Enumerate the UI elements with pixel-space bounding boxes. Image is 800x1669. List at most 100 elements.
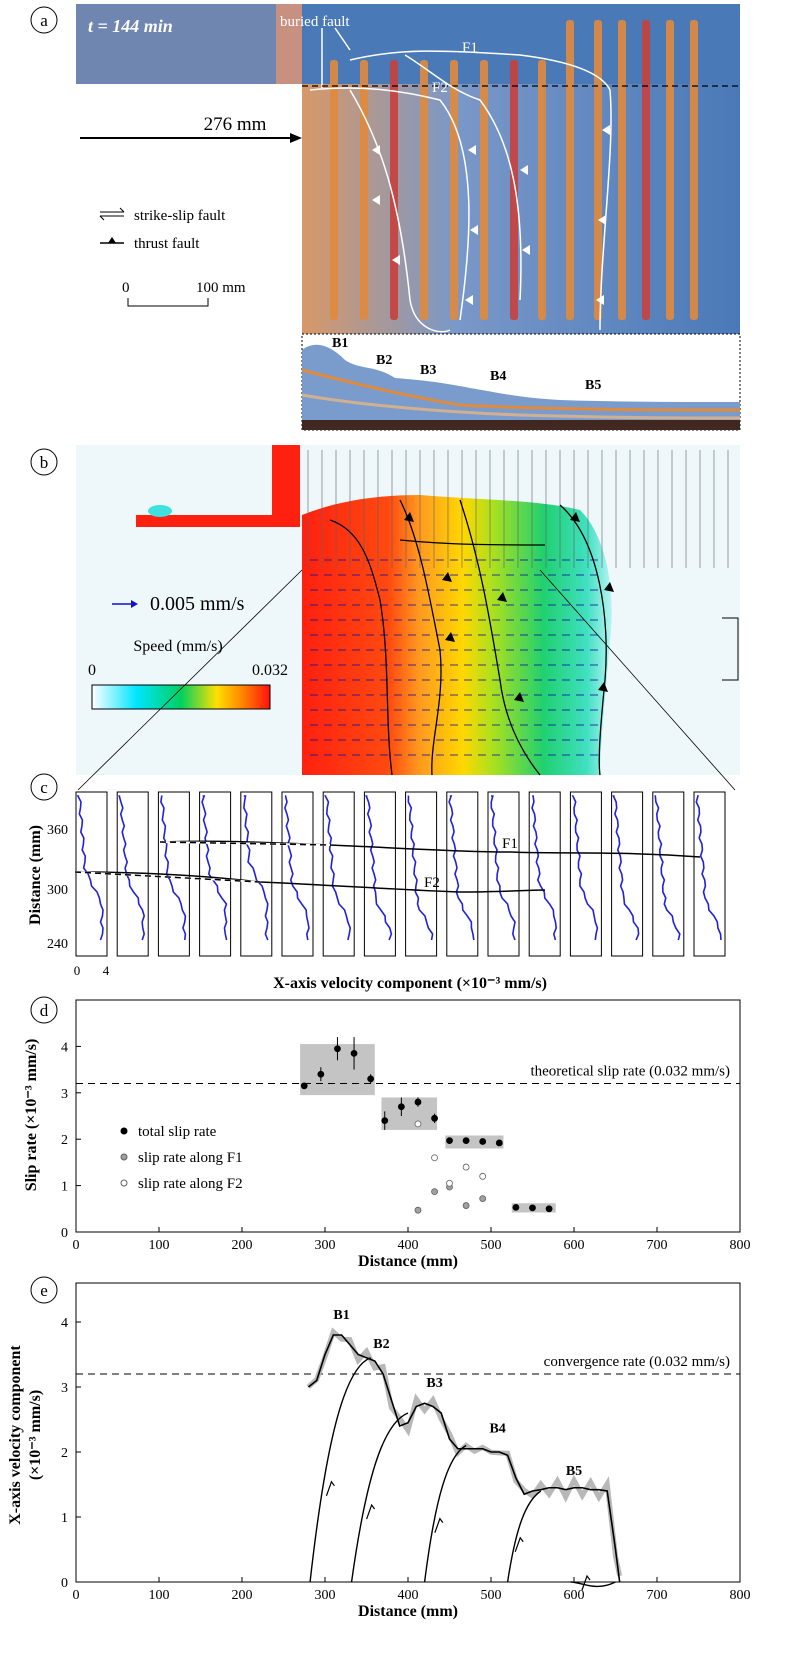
thrust-half-arrow [434,1517,444,1533]
vector-key-head [131,600,138,608]
chart-e-ylabel-unit: (×10⁻³ mm/s) [27,1390,44,1480]
buried-fault-label: buried fault [280,14,350,30]
panel-c-letter: c [40,778,48,797]
chart-e-ytick-label: 4 [61,1316,68,1331]
velocity-profile-line [307,1334,621,1583]
marker-stripe [690,20,698,320]
chart-e-ytick-label: 2 [61,1446,68,1461]
profile-curve [407,795,434,941]
chart-e-reference-label: convergence rate (0.032 mm/s) [544,1354,730,1370]
legend-marker [120,1179,128,1187]
thrust-curve [570,1581,616,1588]
chart-e-xtick-label: 300 [315,1588,336,1603]
peak-label: B4 [489,1422,505,1437]
marker-stripe [330,60,338,320]
profile-box [240,791,273,957]
chart-d-xtick-label: 600 [564,1238,585,1253]
legend-marker [120,1153,128,1161]
zoom-bracket [722,617,739,681]
data-point [414,1098,422,1106]
panel-c-xtick-0: 0 [74,963,81,978]
data-point [431,1188,438,1196]
thrust-curve [506,1490,542,1583]
marker-stripe [618,20,626,320]
chart-e-xtick-label: 200 [232,1588,253,1603]
f1-dashed-c [159,841,331,846]
legend-thrust-text: thrust fault [134,236,200,252]
velocity-noise-band [306,1327,623,1577]
data-point [414,1120,422,1128]
profile-box [487,791,520,957]
profile-box [528,791,561,957]
chart-d-xtick-label: 300 [315,1238,336,1253]
thrust-half-arrow [325,1480,335,1497]
legend-marker [120,1127,128,1135]
peak-label: B5 [566,1464,582,1479]
legend-thrust: thrust fault [100,236,200,252]
data-point [479,1172,487,1180]
section-b1: B1 [332,336,348,351]
thrust-curve [423,1444,467,1583]
vector-grid [307,450,729,756]
profile-curve [695,795,722,941]
chart-e-xtick-label: 400 [398,1588,419,1603]
indenter-arm [136,515,296,527]
chart-e-ylabel: X-axis velocity component [7,1345,24,1525]
panel-c-ylabel: Distance (mm) [27,825,44,925]
data-point [446,1137,453,1144]
photo-blank-area [76,84,302,334]
data-point [479,1138,487,1145]
peak-label: B3 [426,1376,442,1391]
data-point [462,1137,470,1144]
section-labels: B1 B2 B3 B4 B5 [332,336,601,393]
chart-d-reference-label: theoretical slip rate (0.032 mm/s) [530,1064,730,1080]
cross-section-layer-2 [301,393,741,420]
chart-e-ytick-label: 3 [61,1381,68,1396]
panel-c-xlabel: X-axis velocity component (×10⁻³ mm/s) [273,975,547,992]
chart-e-xtick-label: 600 [564,1588,585,1603]
thrust-half-arrow [366,1503,376,1520]
profile-curve [76,795,104,941]
shaded-box [381,1097,438,1130]
profile-box [281,791,314,957]
colorbar-min: 0 [88,662,96,679]
data-point [397,1103,405,1111]
panel-d-letter: d [40,1001,49,1020]
panel-c-ytick-360: 360 [47,823,68,838]
thrust-half-arrow [514,1536,524,1552]
panel-e-badge [30,1276,58,1304]
profile-curve [324,795,352,941]
time-label: t = 144 min [88,16,173,36]
chart-e-xtick-label: 800 [730,1588,751,1603]
panel-d-badge [30,996,58,1024]
profile-box [405,791,438,957]
panel-a-letter: a [40,11,48,30]
data-point [462,1163,470,1171]
panel-c: c Distance (mm) 360 300 240 0 4 F1 F2 X-… [27,773,726,992]
chart-d-ytick-label: 4 [61,1040,68,1055]
profile-curve [118,795,146,941]
chart-e-xtick-label: 0 [73,1588,80,1603]
profile-curve [284,795,310,941]
profile-box [322,791,355,957]
section-b5: B5 [585,378,601,393]
thrust-curve [350,1412,409,1583]
f1-label-a: F1 [462,40,478,56]
profile-box [446,791,479,957]
f2-label-c: F2 [424,875,440,891]
chart-d-xtick-label: 200 [232,1238,253,1253]
profile-curve [160,795,187,941]
thrust-curve [309,1357,371,1583]
f2-label-a: F2 [432,80,448,96]
zoom-line-right [539,569,736,791]
buried-fault-arrow-1 [334,27,351,51]
thrust-teeth-b [404,512,614,702]
data-point [367,1075,375,1083]
chart-e-ytick-label: 1 [61,1511,68,1526]
chart-d-ylabel: Slip rate (×10⁻³ mm/s) [23,1039,40,1192]
chart-d-xlabel: Distance (mm) [358,1253,458,1270]
chart-e: 0 100 200 300 400 500 600 700 800 0 1 2 3 4 Distance (… [7,1282,751,1620]
panel-b-badge [30,448,58,476]
peak-label: B2 [373,1337,389,1352]
